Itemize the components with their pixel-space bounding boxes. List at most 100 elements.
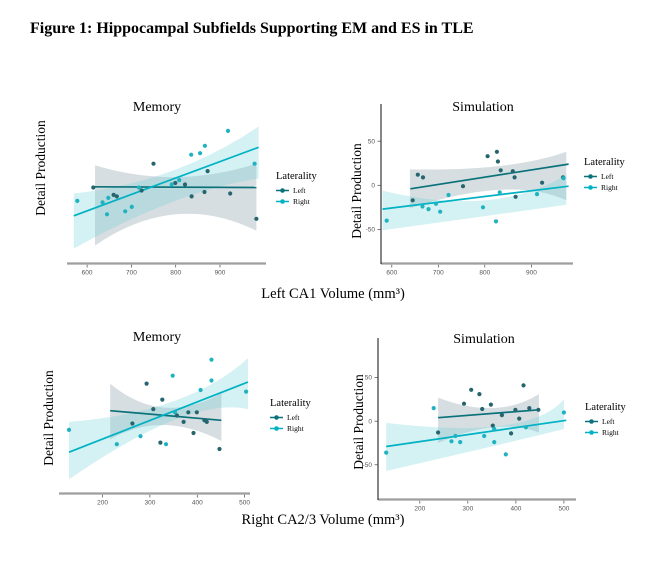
data-point-right: [482, 433, 487, 439]
x-axis-label-right-ca23: Right CA2/3 Volume (mm³): [241, 512, 405, 528]
data-point-right: [523, 425, 529, 430]
x-tick-label: 700: [433, 270, 444, 277]
data-point-left: [469, 387, 474, 392]
x-tick-label: 200: [414, 506, 425, 513]
data-point-left: [499, 413, 504, 418]
legend-item-right: Right: [584, 182, 625, 193]
data-point-right: [433, 201, 439, 206]
x-tick-label: 500: [558, 506, 569, 513]
x-tick-label: 400: [510, 506, 521, 513]
data-point-right: [561, 176, 566, 181]
legend-item-left: Left: [584, 171, 625, 182]
data-point-right: [114, 442, 119, 447]
data-point-right: [480, 205, 486, 210]
panel-title-memory-ca1: Memory: [132, 100, 182, 115]
data-point-right: [172, 410, 178, 415]
data-point-right: [177, 178, 182, 183]
data-point-left: [436, 430, 441, 435]
data-point-right: [163, 442, 169, 447]
confidence-band-right: [69, 358, 248, 480]
data-point-left: [461, 401, 467, 406]
data-point-left: [181, 419, 186, 424]
data-point-left: [498, 168, 503, 173]
y-tick-label: -50: [366, 227, 376, 234]
trend-line-right: [68, 381, 249, 453]
data-point-left: [460, 184, 466, 189]
legend-laterality: Laterality Left Right: [584, 157, 625, 193]
right-series-marker-icon: [270, 425, 283, 432]
data-point-right: [384, 218, 389, 223]
data-point-left: [495, 159, 500, 164]
right-series-marker-icon: [276, 198, 289, 205]
trend-line-left: [93, 185, 257, 189]
data-point-right: [453, 433, 458, 439]
x-tick-label: 300: [144, 500, 155, 507]
data-point-right: [493, 219, 499, 224]
data-point-right: [100, 200, 105, 205]
trend-line-right: [382, 185, 569, 210]
x-tick-label: 900: [215, 270, 226, 277]
plot-memory-left-ca1: 600 700 800 900: [67, 126, 266, 277]
legend-label-left: Left: [601, 172, 614, 181]
data-point-right: [225, 128, 231, 133]
confidence-band-left: [95, 163, 257, 246]
legend-laterality: Laterality Left Right: [276, 171, 317, 207]
legend-item-left: Left: [276, 185, 317, 196]
data-point-left: [204, 419, 209, 424]
data-point-right: [449, 439, 454, 444]
data-point-right: [123, 209, 128, 214]
data-point-right: [426, 207, 431, 212]
plot-simulation-left-ca1: 600 700 800 900 50 0 -50: [366, 104, 573, 277]
legend-laterality: Laterality Left Right: [585, 402, 626, 438]
legend-label-right: Right: [293, 197, 310, 206]
data-point-left: [490, 423, 495, 428]
data-point-left: [521, 383, 526, 388]
data-point-left: [485, 154, 490, 159]
right-series-marker-icon: [585, 429, 598, 436]
y-tick-label: 50: [368, 138, 376, 145]
data-point-left: [114, 194, 119, 199]
data-point-right: [198, 387, 203, 393]
x-tick-label: 500: [239, 500, 250, 507]
confidence-band-right: [382, 174, 567, 231]
data-point-left: [151, 161, 156, 166]
left-series-marker-icon: [270, 414, 283, 421]
data-point-left: [527, 406, 532, 411]
figure-title: Figure 1: Hippocampal Subfields Supporti…: [30, 20, 474, 37]
x-tick-label: 200: [97, 500, 108, 507]
x-tick-label: 900: [526, 270, 537, 277]
data-point-left: [182, 182, 188, 187]
data-point-left: [91, 185, 96, 190]
x-tick-label: 700: [126, 270, 137, 277]
data-point-left: [228, 191, 233, 196]
data-point-left: [205, 169, 210, 174]
legend-laterality: Laterality Left Right: [270, 398, 311, 434]
data-point-left: [540, 180, 545, 185]
legend-title: Laterality: [270, 398, 311, 409]
data-point-right: [136, 185, 141, 190]
data-point-right: [497, 190, 502, 195]
left-series-marker-icon: [585, 418, 598, 425]
legend-item-left: Left: [270, 412, 311, 423]
trend-line-right: [386, 419, 567, 448]
data-point-left: [191, 430, 196, 436]
data-point-right: [561, 410, 567, 415]
left-series-marker-icon: [276, 187, 289, 194]
data-point-right: [138, 434, 143, 439]
x-axis-label-left-ca1: Left CA1 Volume (mm³): [261, 286, 405, 302]
x-tick-label: 300: [462, 506, 473, 513]
panel-title-memory-ca23: Memory: [132, 330, 182, 345]
legend-title: Laterality: [585, 402, 626, 413]
data-point-right: [492, 426, 497, 432]
data-point-left: [217, 446, 222, 452]
data-point-right: [209, 378, 214, 383]
y-tick-label: 0: [368, 418, 372, 425]
data-point-right: [384, 450, 389, 455]
legend-label-right: Right: [602, 428, 619, 437]
data-point-left: [494, 149, 499, 154]
data-point-left: [144, 381, 149, 386]
data-point-left: [510, 169, 515, 174]
data-point-right: [458, 440, 463, 445]
data-point-left: [254, 216, 259, 221]
